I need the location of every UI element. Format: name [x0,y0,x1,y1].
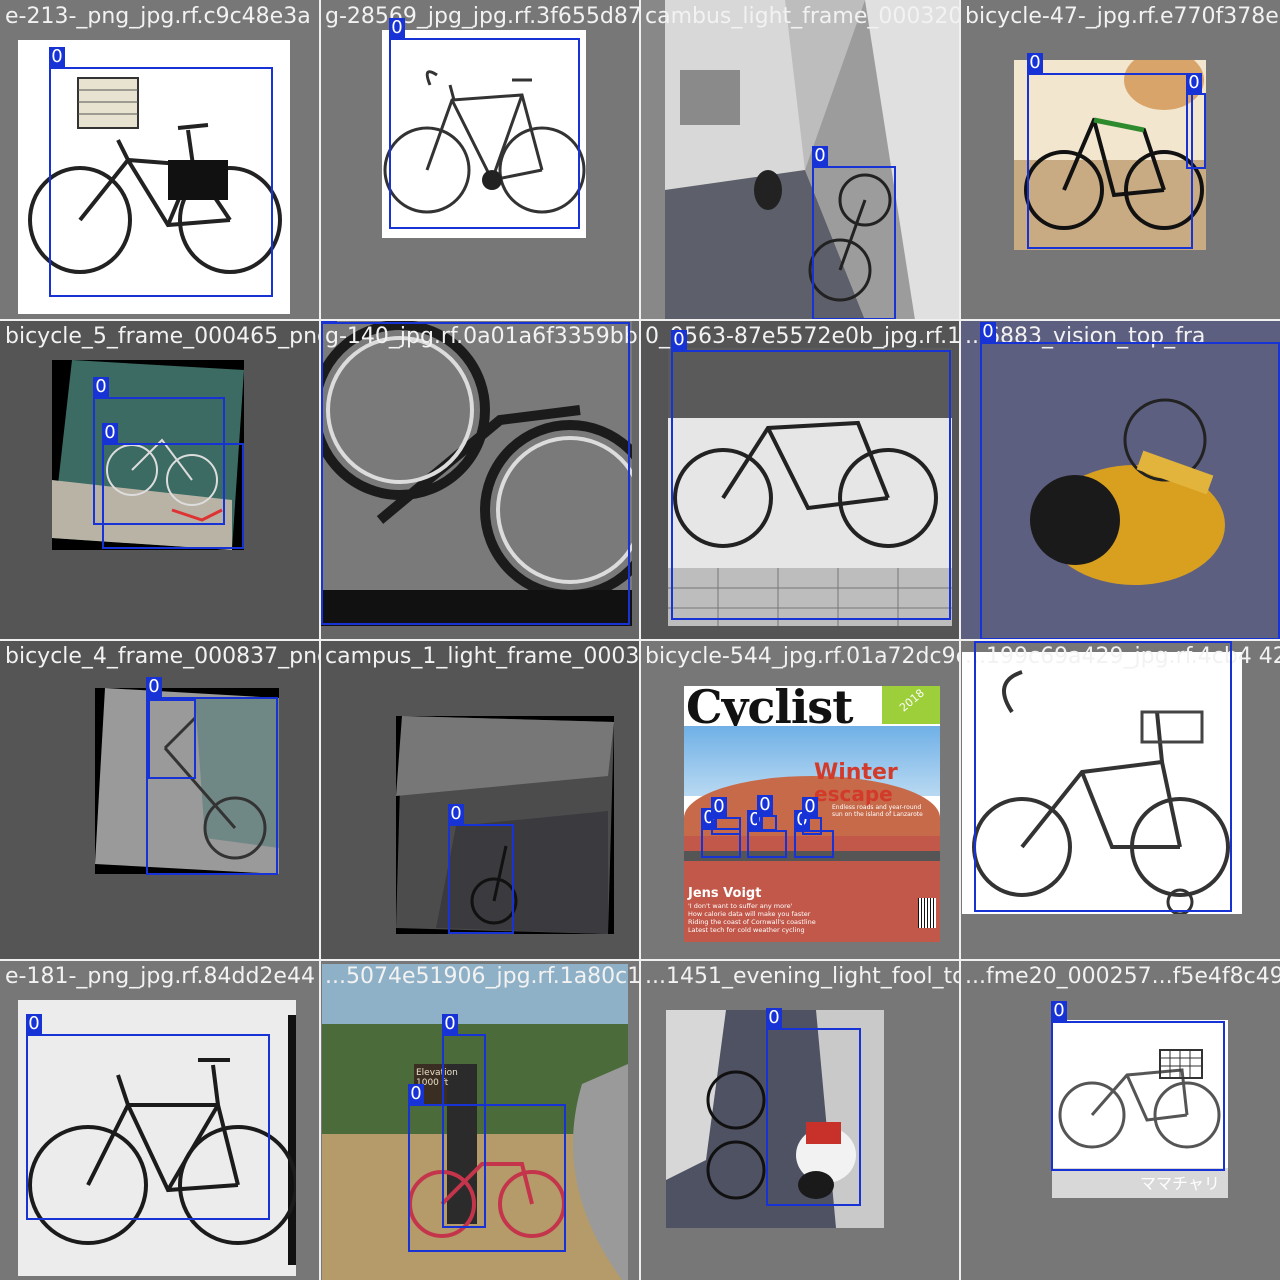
tile-caption: e-213-_png_jpg.rf.c9c48e3a [5,6,311,28]
tile: 0 g-28569_jpg_jpg.rf.3f655d87d2... [320,0,640,320]
tile-caption: 0_9563-87e5572e0b_jpg.rf.16... [645,326,960,348]
box-label: 0 [102,423,118,443]
bounding-box: 0 [448,824,514,934]
tile-caption: cambus_light_frame_000320 [645,6,960,28]
box-label: 0 [49,47,65,67]
tile: 0 ...199c69a429_jpg.rf.4cb4 420 [960,640,1280,960]
bounding-box: 0 [711,817,741,835]
tile-caption: g-28569_jpg_jpg.rf.3f655d87d2... [325,6,640,28]
tile: 0 ...1451_evening_light_fool_top_image [640,960,960,1280]
bounding-box: 0 [1051,1021,1225,1171]
tile-caption: bicycle_4_frame_000837_png [5,646,320,668]
bounding-box: 0 [102,443,244,549]
box-label: 0 [26,1014,42,1034]
tile: 0 0 bicycle_5_frame_000465_png [0,320,320,640]
magazine-feature-line: Latest tech for cold weather cycling [688,926,816,934]
bounding-box: 0 [321,322,630,625]
tile: 0 bicycle_4_frame_000837_png [0,640,320,960]
tile: 0 campus_1_light_frame_000322 [320,640,640,960]
tile-caption: e-181-_png_jpg.rf.84dd2e44 [5,966,315,988]
grid-separator [0,639,1280,641]
magazine-feature-line: 'I don't want to suffer any more' [688,902,816,910]
magazine-feature-line: How calorie data will make you faster [688,910,816,918]
magazine-feature-line: Riding the coast of Cornwall's coastline [688,918,816,926]
grid-separator [0,959,1280,961]
mamachari-label: ママチャリ [1140,1170,1220,1194]
tile-caption: bicycle-47-_jpg.rf.e770f378e [965,6,1279,28]
tile: 0 cambus_light_frame_000320 [640,0,960,320]
magazine-headline-2: escape [814,782,893,806]
barcode [918,898,936,928]
bounding-box: 0 [408,1104,566,1252]
tile: 0 0 bicycle-47-_jpg.rf.e770f378e [960,0,1280,320]
bounding-box: 0 [1027,73,1193,249]
box-label: 0 [802,797,818,817]
tile-caption: bicycle-544_jpg.rf.01a72dc9e [645,646,960,668]
box-label: 0 [1027,53,1043,73]
bounding-box [148,699,196,779]
tile: 0 e-181-_png_jpg.rf.84dd2e44 [0,960,320,1280]
tile: 0 ...6883_vision_top_fra [960,320,1280,640]
box-label: 0 [448,804,464,824]
tile-caption: ...fme20_000257...f5e4f8c49e9b9a [965,966,1280,988]
box-label: 0 [757,795,773,815]
box-label: 0 [711,797,727,817]
grid-separator [0,319,1280,321]
tile: 2018 Cyclist Winter escape Endless roads… [640,640,960,960]
tile-caption: ...5074e51906_jpg.rf.1a80c1fd [325,966,640,988]
tile: 0 0_9563-87e5572e0b_jpg.rf.16... [640,320,960,640]
box-label: 0 [1051,1001,1067,1021]
box-label: 0 [93,377,109,397]
tile-caption: campus_1_light_frame_000322 [325,646,640,668]
magazine-subline: Endless roads and year-round sun on the … [832,804,932,818]
box-label: 0 [408,1084,424,1104]
box-label: 0 [1186,73,1202,93]
box-label: 0 [980,322,996,342]
tile-caption: bicycle_5_frame_000465_png [5,326,320,348]
box-label: 0 [812,146,828,166]
bounding-box: 0 [49,67,273,297]
bounding-box: 0 [802,817,822,835]
bounding-box: 0 [671,350,951,620]
box-label: 0 [766,1008,782,1028]
bounding-box: 0 [26,1034,270,1220]
bounding-box: 0 [757,815,777,831]
bounding-box: 0 [1186,93,1206,169]
bounding-box: 0 [980,342,1280,640]
bounding-box: 0 [389,38,580,229]
tile: 0 g-140_jpg.rf.0a01a6f3359bb... [320,320,640,640]
tile: 0 e-213-_png_jpg.rf.c9c48e3a [0,0,320,320]
tile: Elevation 1000 ft 0 0 ...5074e51906_jpg.… [320,960,640,1280]
box-label: 0 [389,18,405,38]
box-label: 0 [671,330,687,350]
bounding-box: 0 [766,1028,861,1206]
tile-caption: ...1451_evening_light_fool_top_image [645,966,960,988]
bounding-box: 0 [974,641,1232,912]
box-label: 0 [146,677,162,697]
magazine-feature-title: Jens Voigt [688,886,761,901]
bounding-box: 0 [747,830,787,858]
tile: ママチャリ 0 ...fme20_000257...f5e4f8c49e9b9a [960,960,1280,1280]
box-label: 0 [442,1014,458,1034]
bounding-box: 0 [812,166,896,320]
